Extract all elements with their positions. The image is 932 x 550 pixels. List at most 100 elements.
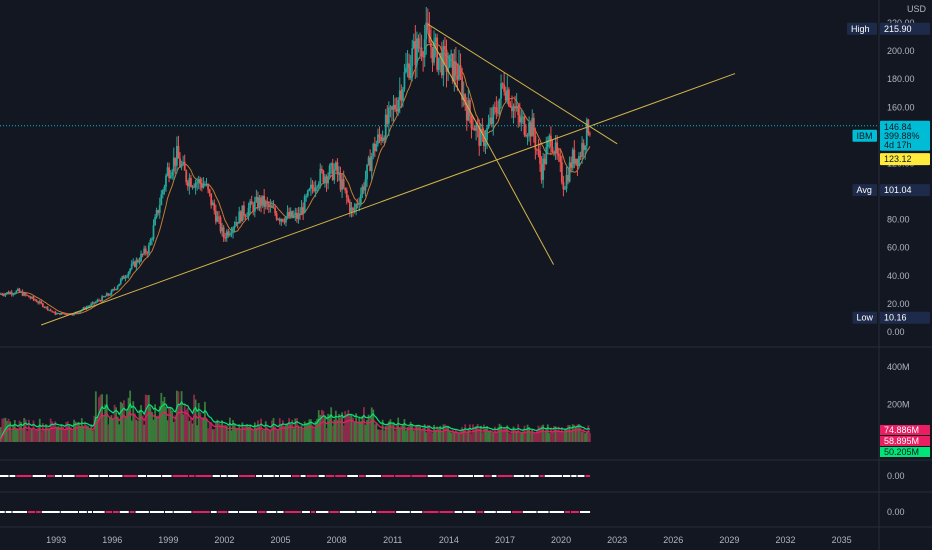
volume-bar [2, 418, 5, 442]
candle-body [10, 292, 13, 295]
indicator-1-segment [0, 475, 9, 477]
indicator-1-segment [220, 475, 227, 477]
volume-bar [325, 427, 328, 442]
candle-body [129, 268, 132, 272]
volume-bar [412, 430, 415, 442]
indicator-2-segment [149, 511, 164, 513]
candle-body [579, 156, 582, 158]
volume-bar [31, 428, 33, 442]
candle-body [27, 295, 30, 298]
indicator-1-segment [458, 475, 473, 477]
volume-bar [218, 422, 220, 442]
indicator-1-segment [497, 475, 513, 477]
volume-bar [140, 405, 142, 442]
volume-bar [313, 429, 315, 442]
candle-body [397, 99, 400, 112]
candle-body [115, 288, 118, 290]
candle-body [213, 202, 216, 211]
volume-bar [398, 427, 401, 442]
candle-body [445, 49, 448, 72]
candle-body [300, 207, 303, 216]
volume-bar [87, 426, 89, 442]
low-tag-bg [880, 311, 930, 324]
volume-bar [112, 418, 114, 442]
volume-bar [174, 415, 177, 442]
x-tick-label: 2032 [775, 535, 795, 545]
volume-bar [534, 432, 537, 442]
volume-bar [34, 429, 36, 442]
candle-body [140, 253, 142, 262]
candle-body [123, 276, 125, 279]
volume-bar [316, 418, 319, 442]
volume-bar [40, 430, 43, 442]
volume-bar [249, 424, 252, 442]
volume-bar [472, 424, 474, 442]
y-tick-label: 180.00 [887, 74, 915, 84]
volume-bar [573, 424, 576, 442]
volume-bar [255, 427, 258, 442]
x-tick-label: 2002 [214, 535, 234, 545]
candle-body [211, 202, 214, 206]
candle-body [130, 264, 133, 269]
volume-bar [479, 425, 482, 442]
candle-body [196, 182, 199, 184]
candle-body [98, 300, 100, 302]
volume-bar [196, 425, 199, 442]
volume-bar [90, 424, 93, 442]
candle-body [317, 183, 320, 187]
candle-body [246, 215, 248, 217]
symbol-tag-bg [880, 120, 930, 151]
avg-tag-label-bg [852, 184, 877, 197]
volume-bar [49, 418, 52, 442]
volume-bar [292, 428, 295, 442]
volume-bar [391, 423, 393, 442]
volume-bar [252, 430, 255, 442]
volume-bar [406, 427, 409, 442]
candle-body [562, 182, 565, 190]
volume-bar [130, 420, 133, 442]
candle-body [90, 303, 93, 306]
volume-bar [317, 410, 320, 442]
candle-body [450, 53, 453, 56]
volume-bar [543, 432, 546, 442]
volume-bar [358, 417, 361, 442]
volume-bar [281, 420, 284, 442]
candle-body [373, 143, 376, 152]
volume-bar [550, 427, 552, 442]
high-tag-label: High [851, 24, 870, 34]
candle-body [401, 89, 404, 101]
volume-bar [70, 427, 72, 442]
volume-bar [540, 425, 543, 442]
candle-body [322, 170, 325, 183]
volume-bar [490, 430, 493, 442]
volume-bar [46, 427, 49, 442]
candle-body [495, 107, 498, 113]
volume-bar [91, 430, 94, 442]
candle-body [252, 204, 255, 212]
volume-tag: 74.886M [880, 425, 930, 435]
candle-body [165, 175, 167, 187]
indicator-2-segment [78, 511, 87, 513]
volume-bar [568, 425, 571, 442]
candle-body [531, 117, 534, 137]
volume-bar [514, 429, 516, 442]
volume-bar [283, 425, 286, 442]
volume-bar [1, 418, 4, 442]
candle-body [383, 137, 386, 141]
volume-bar [169, 408, 172, 442]
candle-body [398, 90, 401, 100]
candle-body [194, 182, 197, 188]
volume-bar [158, 406, 161, 442]
indicator-2-segment [396, 511, 410, 513]
candle-body [294, 212, 297, 215]
candle-body [54, 311, 57, 315]
volume-bar [160, 392, 163, 442]
candle-body [511, 107, 513, 112]
indicator-1-segment [539, 475, 544, 477]
candle-body [311, 184, 314, 188]
candle-body [490, 117, 493, 124]
volume-bar [403, 419, 406, 442]
candle-body [540, 163, 543, 180]
candle-body [182, 161, 185, 165]
